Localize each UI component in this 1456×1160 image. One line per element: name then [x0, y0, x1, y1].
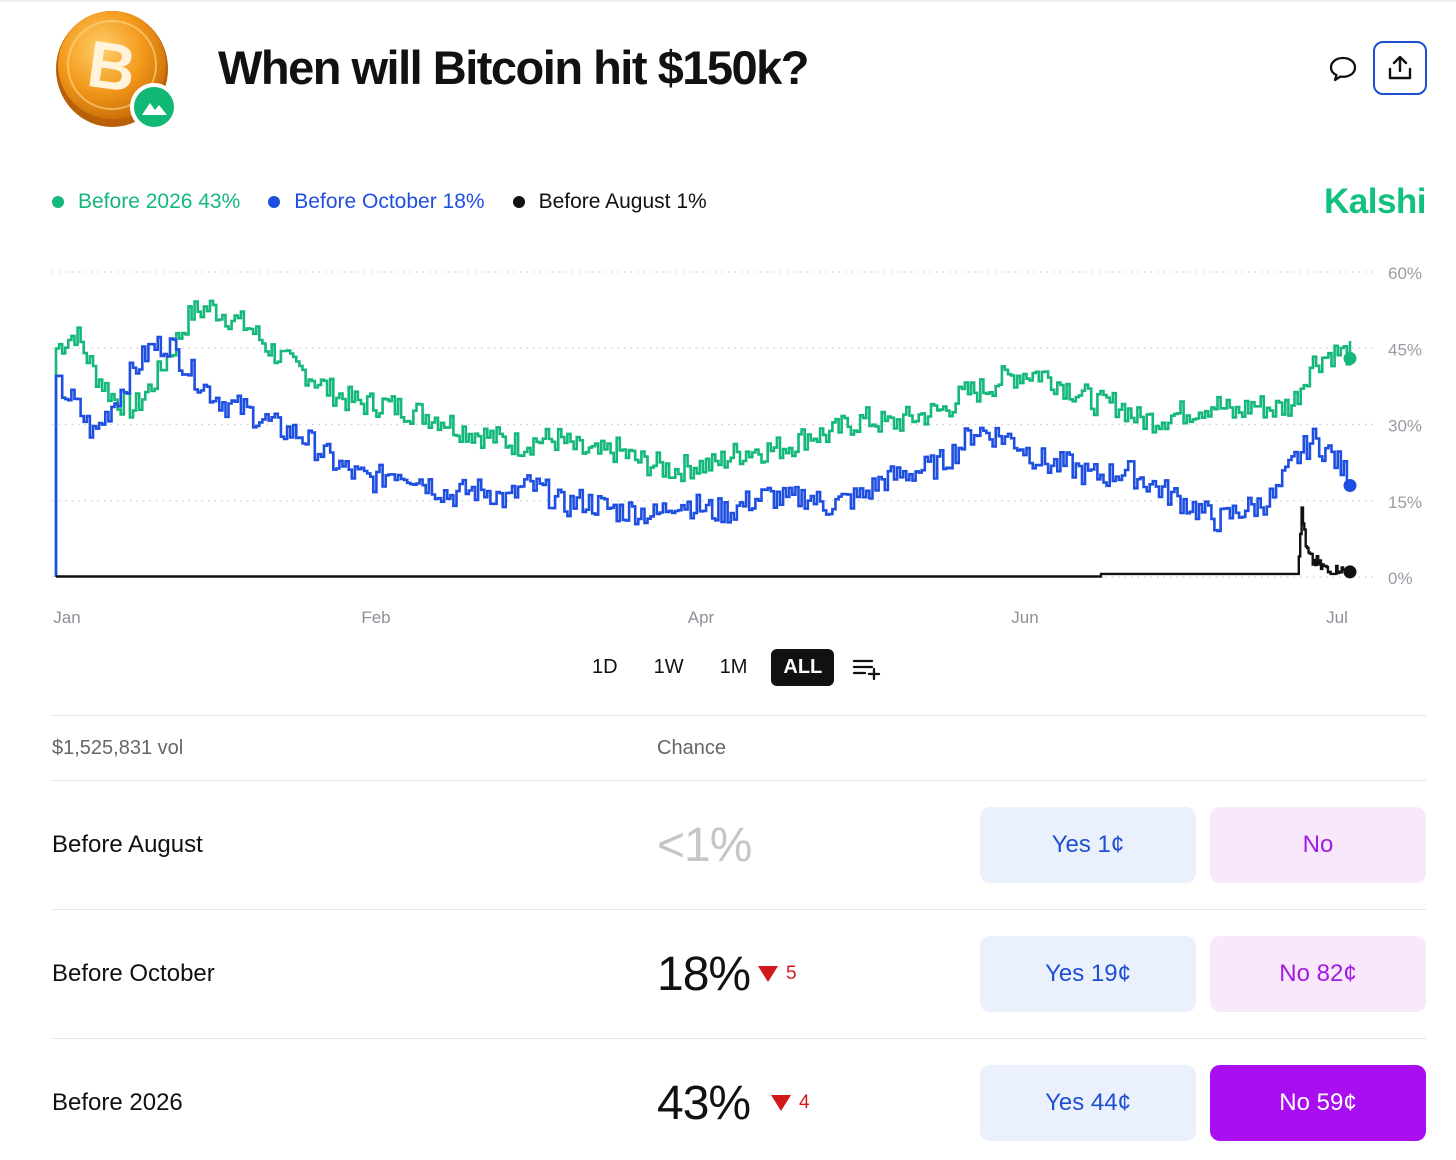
y-tick-label: 30% — [1388, 417, 1422, 436]
chart-legend: Before 2026 43% Before October 18% Befor… — [52, 190, 735, 214]
legend-item-before-august[interactable]: Before August 1% — [512, 190, 707, 214]
range-all-button[interactable]: ALL — [771, 649, 835, 686]
divider — [52, 715, 1426, 716]
buy-yes-button[interactable]: Yes 44¢ — [980, 1065, 1196, 1141]
legend-dot — [512, 196, 525, 208]
chance-value: <1% — [657, 819, 752, 872]
range-1w-button[interactable]: 1W — [653, 656, 684, 678]
speech-bubble-icon — [1329, 56, 1357, 82]
buy-no-button[interactable]: No — [1210, 807, 1426, 883]
legend-item-before-october[interactable]: Before October 18% — [268, 190, 485, 214]
buy-no-button[interactable]: No 82¢ — [1210, 936, 1426, 1012]
x-tick-label: Apr — [688, 608, 715, 627]
down-arrow-icon — [758, 966, 778, 982]
page-title: When will Bitcoin hit $150k? — [218, 41, 809, 94]
chance-change: 5 — [758, 963, 797, 985]
price-chart[interactable]: 60% 45% 30% 15% 0% Jan Feb Apr Jun Jul — [0, 250, 1456, 640]
series-end-point — [1343, 351, 1357, 365]
x-tick-label: Jun — [1011, 608, 1038, 627]
market-label-before-august: Before August — [52, 831, 203, 858]
svg-text:B: B — [83, 26, 141, 106]
share-button[interactable] — [1373, 41, 1427, 95]
market-label-before-october: Before October — [52, 960, 215, 987]
series-line — [54, 335, 1352, 577]
series-end-point — [1343, 479, 1357, 492]
share-upload-icon — [1388, 55, 1412, 80]
bitcoin-coin-icon: B — [54, 7, 180, 133]
y-tick-label: 45% — [1388, 340, 1422, 359]
chance-value: 18% — [657, 948, 751, 1001]
legend-label: Before August 1% — [538, 190, 707, 213]
divider — [52, 909, 1426, 910]
list-add-icon[interactable] — [852, 656, 882, 680]
divider — [52, 1038, 1426, 1039]
series-line — [54, 299, 1352, 577]
range-1m-button[interactable]: 1M — [719, 656, 748, 678]
chance-change-value: 4 — [799, 1092, 810, 1113]
divider — [52, 780, 1426, 781]
y-tick-label: 0% — [1388, 569, 1413, 588]
market-label-before-2026: Before 2026 — [52, 1089, 183, 1116]
range-1d-button[interactable]: 1D — [592, 656, 618, 678]
kalshi-logo: Kalshi — [1324, 182, 1427, 221]
x-tick-label: Feb — [361, 608, 390, 627]
buy-no-button[interactable]: No 59¢ — [1210, 1065, 1426, 1141]
down-arrow-icon — [771, 1095, 791, 1111]
buy-yes-button[interactable]: Yes 19¢ — [980, 936, 1196, 1012]
series-end-point — [1343, 565, 1357, 579]
chance-value: 43% — [657, 1077, 751, 1130]
chance-header: Chance — [657, 737, 726, 759]
comment-button[interactable] — [1324, 50, 1362, 88]
legend-label: Before October 18% — [294, 190, 485, 213]
y-tick-label: 60% — [1388, 264, 1422, 283]
series-line — [56, 506, 1352, 578]
x-tick-label: Jan — [53, 608, 80, 627]
y-tick-label: 15% — [1388, 493, 1422, 512]
chance-change-value: 5 — [786, 963, 797, 984]
legend-dot — [268, 196, 281, 208]
top-border — [0, 0, 1456, 2]
buy-yes-button[interactable]: Yes 1¢ — [980, 807, 1196, 883]
legend-dot — [52, 196, 64, 208]
chance-change: 4 — [771, 1092, 810, 1114]
legend-item-before-2026[interactable]: Before 2026 43% — [52, 190, 240, 214]
time-range-selector: 1D 1W 1M ALL — [580, 649, 882, 686]
x-tick-label: Jul — [1326, 608, 1348, 627]
volume-text: $1,525,831 vol — [52, 737, 184, 759]
legend-label: Before 2026 43% — [78, 190, 241, 213]
